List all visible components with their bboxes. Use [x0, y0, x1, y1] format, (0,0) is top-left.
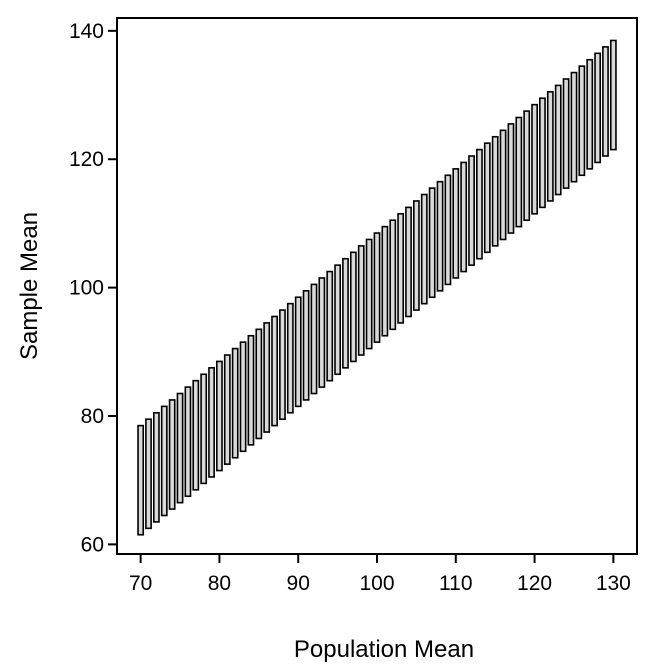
bar-118 [515, 116, 523, 228]
bar-81 [223, 354, 231, 465]
bar-83 [239, 341, 247, 453]
bar-126 [578, 65, 586, 177]
bar-130 [609, 39, 617, 151]
y-tick-label-80: 80 [81, 405, 104, 428]
bar-106 [420, 193, 428, 305]
bar-72 [152, 411, 160, 523]
bar-125 [570, 71, 578, 183]
bar-85 [255, 328, 263, 440]
bar-102 [389, 219, 397, 331]
bar-82 [231, 347, 239, 459]
x-tick-label-70: 70 [129, 572, 152, 595]
bar-103 [397, 212, 405, 324]
bar-100 [373, 232, 381, 343]
bar-113 [476, 148, 483, 260]
bar-88 [279, 309, 286, 421]
bar-70 [137, 424, 145, 536]
bar-71 [145, 418, 152, 530]
bar-117 [507, 123, 515, 234]
bar-79 [208, 367, 215, 478]
bar-124 [562, 78, 570, 189]
bar-84 [247, 334, 255, 446]
bar-122 [546, 91, 554, 202]
bar-76 [184, 386, 192, 498]
x-tick-label-110: 110 [439, 572, 472, 595]
bar-115 [491, 135, 499, 247]
y-tick-label-100: 100 [69, 277, 104, 300]
bar-90 [294, 296, 302, 408]
y-axis-title: Sample Mean [16, 212, 43, 360]
bar-91 [302, 290, 310, 401]
bar-104 [405, 206, 412, 318]
bar-94 [326, 270, 334, 382]
bar-86 [263, 322, 271, 433]
bar-108 [436, 180, 444, 292]
bar-112 [468, 155, 475, 266]
bar-98 [357, 245, 365, 356]
x-tick-label-120: 120 [517, 572, 552, 595]
bar-123 [554, 84, 562, 196]
bar-78 [200, 373, 208, 485]
bar-121 [539, 97, 546, 209]
y-tick-label-120: 120 [69, 148, 104, 171]
x-axis: 70 80 90 100 110 120 130 [129, 554, 631, 595]
x-tick-label-100: 100 [359, 572, 394, 595]
bar-95 [334, 264, 342, 376]
bar-116 [499, 129, 507, 241]
x-axis-title: Population Mean [294, 636, 474, 663]
bar-77 [192, 379, 200, 491]
bar-92 [310, 283, 318, 395]
bar-110 [452, 168, 460, 279]
bar-114 [483, 142, 491, 254]
bar-80 [216, 360, 223, 472]
y-tick-label-60: 60 [81, 533, 104, 556]
bar-96 [342, 257, 349, 369]
bar-75 [176, 392, 184, 504]
bar-128 [594, 52, 602, 164]
x-tick-label-130: 130 [596, 572, 631, 595]
x-tick-label-80: 80 [208, 572, 231, 595]
bar-89 [286, 302, 294, 414]
bar-127 [586, 58, 594, 170]
bar-101 [381, 225, 389, 337]
bar-74 [168, 399, 176, 510]
bar-73 [160, 405, 168, 517]
y-axis: 60 80 100 120 140 [69, 20, 117, 556]
y-tick-label-140: 140 [69, 20, 104, 43]
bar-109 [444, 174, 452, 286]
bar-129 [602, 46, 609, 157]
bar-119 [523, 110, 531, 222]
bar-97 [349, 251, 357, 363]
bar-87 [271, 315, 278, 427]
bar-99 [365, 238, 373, 350]
bar-111 [460, 161, 468, 273]
bar-120 [531, 103, 538, 215]
bar-107 [428, 187, 436, 299]
bar-93 [318, 277, 326, 388]
bars-layer [137, 39, 617, 536]
x-tick-label-90: 90 [287, 572, 310, 595]
bar-105 [412, 200, 420, 311]
